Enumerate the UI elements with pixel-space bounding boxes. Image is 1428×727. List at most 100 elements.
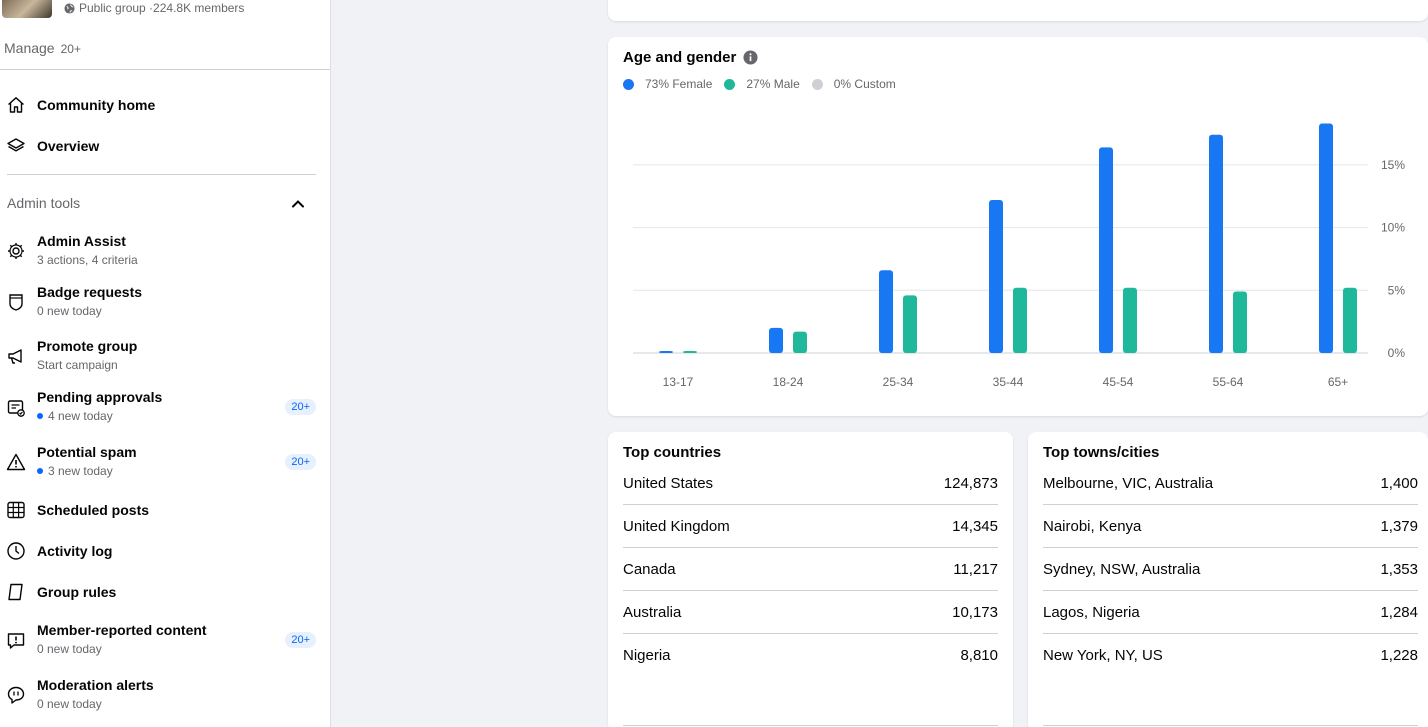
country-name: Canada xyxy=(623,561,676,578)
divider xyxy=(623,590,998,591)
age-gender-chart: 0% 5% 10% 15% 13-17 18-24 25-34 35-44 45-54 55-64… xyxy=(633,123,1406,389)
nav-promote-group-label: Promote group xyxy=(37,338,138,354)
nav-activity-log[interactable]: Activity log xyxy=(0,540,330,562)
city-name: Nairobi, Kenya xyxy=(1043,518,1142,535)
group-privacy: Public group · xyxy=(79,1,154,15)
gear-icon xyxy=(5,240,27,262)
nav-admin-assist[interactable]: Admin Assist 3 actions, 4 criteria xyxy=(0,232,330,268)
bar-male xyxy=(683,351,697,353)
nav-overview-label: Overview xyxy=(37,138,100,154)
nav-overview[interactable]: Overview xyxy=(0,135,330,157)
bar-female xyxy=(659,351,673,353)
y-tick-label: 0% xyxy=(1388,346,1406,360)
group-members: 224.8K members xyxy=(153,1,245,15)
divider xyxy=(623,547,998,548)
count-badge: 20+ xyxy=(285,399,316,415)
country-name: Nigeria xyxy=(623,647,671,664)
x-tick-label: 35-44 xyxy=(993,375,1024,389)
chart-legend: 73% Female 27% Male 0% Custom xyxy=(623,77,908,91)
approvals-icon xyxy=(5,397,27,419)
divider xyxy=(0,69,330,70)
nav-scheduled-posts-label: Scheduled posts xyxy=(37,502,150,518)
nav-potential-spam-sub: 3 new today xyxy=(48,464,113,478)
divider xyxy=(1043,590,1418,591)
bar-female xyxy=(769,327,783,353)
manage-header: Manage 20+ xyxy=(4,40,81,56)
nav-community-home[interactable]: Community home xyxy=(0,94,330,116)
x-tick-label: 45-54 xyxy=(1103,375,1134,389)
top-countries-title: Top countries xyxy=(623,444,722,461)
nav-promote-group[interactable]: Promote group Start campaign xyxy=(0,337,330,373)
bar-male xyxy=(1123,287,1137,353)
report-icon xyxy=(5,630,27,652)
nav-group-rules-label: Group rules xyxy=(37,584,117,600)
x-tick-label: 65+ xyxy=(1328,375,1348,389)
calendar-icon xyxy=(5,499,27,521)
top-cities-card: Top towns/cities Melbourne, VIC, Austral… xyxy=(1028,432,1428,727)
legend-male: 27% Male xyxy=(724,77,800,91)
divider xyxy=(7,174,316,175)
nav-moderation-alerts[interactable]: Moderation alerts 0 new today xyxy=(0,676,330,712)
nav-group-rules[interactable]: Group rules xyxy=(0,581,330,603)
home-icon xyxy=(5,94,27,116)
bar-female xyxy=(1319,123,1333,353)
legend-female-label: 73% Female xyxy=(645,77,713,91)
legend-dot-female xyxy=(623,78,634,90)
x-tick-label: 55-64 xyxy=(1213,375,1244,389)
nav-member-reported-content[interactable]: Member-reported content 0 new today 20+ xyxy=(0,621,330,657)
layers-icon xyxy=(5,135,27,157)
divider xyxy=(1043,547,1418,548)
city-value: 1,400 xyxy=(1380,475,1418,492)
bar-female xyxy=(989,200,1003,353)
chevron-up-icon[interactable] xyxy=(290,196,306,212)
group-avatar[interactable] xyxy=(2,0,52,18)
country-row: United States 124,873 xyxy=(623,475,998,518)
y-tick-label: 15% xyxy=(1381,158,1405,172)
country-name: Australia xyxy=(623,604,682,621)
nav-pending-approvals[interactable]: Pending approvals 4 new today 20+ xyxy=(0,388,330,424)
divider xyxy=(623,725,998,726)
badge-icon xyxy=(5,291,27,313)
city-value: 1,379 xyxy=(1380,518,1418,535)
nav-potential-spam-label: Potential spam xyxy=(37,444,137,460)
group-header: Public group · 224.8K members xyxy=(0,0,244,18)
age-gender-card: Age and gender 73% Female 27% Male 0% Cu… xyxy=(608,37,1428,416)
legend-male-label: 27% Male xyxy=(746,77,800,91)
megaphone-icon xyxy=(5,345,27,367)
info-icon[interactable] xyxy=(743,50,758,65)
nav-scheduled-posts[interactable]: Scheduled posts xyxy=(0,499,330,521)
legend-dot-male xyxy=(724,78,736,90)
country-row: United Kingdom 14,345 xyxy=(623,518,998,561)
country-row: Canada 11,217 xyxy=(623,561,998,604)
bar-female xyxy=(879,270,893,353)
legend-custom-label: 0% Custom xyxy=(833,77,896,91)
country-name: United Kingdom xyxy=(623,518,730,535)
nav-badge-requests[interactable]: Badge requests 0 new today xyxy=(0,283,330,319)
nav-community-home-label: Community home xyxy=(37,97,156,113)
legend-custom: 0% Custom xyxy=(811,77,896,91)
legend-female: 73% Female xyxy=(623,77,712,91)
unread-dot xyxy=(37,413,43,419)
nav-badge-requests-label: Badge requests xyxy=(37,284,143,300)
bar-male xyxy=(1343,287,1357,353)
country-value: 11,217 xyxy=(953,561,998,578)
globe-icon xyxy=(64,2,75,14)
nav-potential-spam[interactable]: Potential spam 3 new today 20+ xyxy=(0,443,330,479)
city-row: Nairobi, Kenya 1,379 xyxy=(1043,518,1418,561)
nav-activity-log-label: Activity log xyxy=(37,543,113,559)
city-row: Sydney, NSW, Australia 1,353 xyxy=(1043,561,1418,604)
divider xyxy=(1043,504,1418,505)
admin-tools-heading: Admin tools xyxy=(7,195,81,211)
nav-member-reported-content-label: Member-reported content xyxy=(37,622,207,638)
nav-moderation-alerts-label: Moderation alerts xyxy=(37,677,154,693)
nav-pending-approvals-label: Pending approvals xyxy=(37,389,163,405)
bar-female xyxy=(1209,134,1223,353)
country-row: Australia 10,173 xyxy=(623,604,998,647)
city-row: Melbourne, VIC, Australia 1,400 xyxy=(1043,475,1418,518)
manage-label: Manage xyxy=(4,40,55,56)
bar-female xyxy=(1099,147,1113,353)
country-value: 124,873 xyxy=(943,475,998,492)
nav-admin-assist-sub: 3 actions, 4 criteria xyxy=(37,253,138,267)
manage-count: 20+ xyxy=(60,42,81,56)
bar-male xyxy=(1233,291,1247,353)
